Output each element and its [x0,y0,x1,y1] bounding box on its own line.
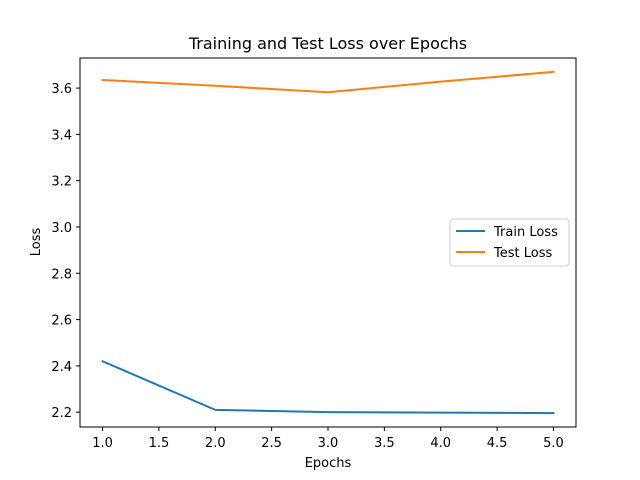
x-tick-label: 5.0 [543,436,564,451]
x-tick-label: 3.0 [318,436,339,451]
y-tick-label: 3.2 [51,175,72,190]
y-axis-label: Loss [29,228,44,257]
legend: Train Loss Test Loss [449,218,570,267]
x-axis-ticks: 1.0 1.5 2.0 2.5 3.0 3.5 4.0 4.5 5.0 [92,427,564,451]
y-tick-label: 3.0 [51,221,72,236]
legend-label-test-loss: Test Loss [493,246,552,261]
x-tick-label: 2.0 [205,436,226,451]
x-tick-label: 3.5 [374,436,395,451]
legend-label-train-loss: Train Loss [493,225,558,240]
y-tick-label: 2.2 [51,406,72,421]
y-tick-label: 3.4 [51,128,72,143]
x-tick-label: 1.0 [92,436,113,451]
series-line-train-loss [101,359,555,415]
series-layer [101,70,555,415]
series-line-test-loss [101,70,555,94]
y-tick-label: 2.8 [51,267,72,282]
chart-title: Training and Test Loss over Epochs [188,34,467,53]
x-tick-label: 4.0 [430,436,451,451]
y-tick-label: 2.4 [51,360,72,375]
y-axis-ticks: 2.2 2.4 2.6 2.8 3.0 3.2 3.4 3.6 [51,82,80,421]
y-tick-label: 2.6 [51,314,72,329]
y-tick-label: 3.6 [51,82,72,97]
x-axis-label: Epochs [305,456,352,471]
x-tick-label: 1.5 [149,436,170,451]
x-tick-label: 4.5 [487,436,508,451]
x-tick-label: 2.5 [261,436,282,451]
